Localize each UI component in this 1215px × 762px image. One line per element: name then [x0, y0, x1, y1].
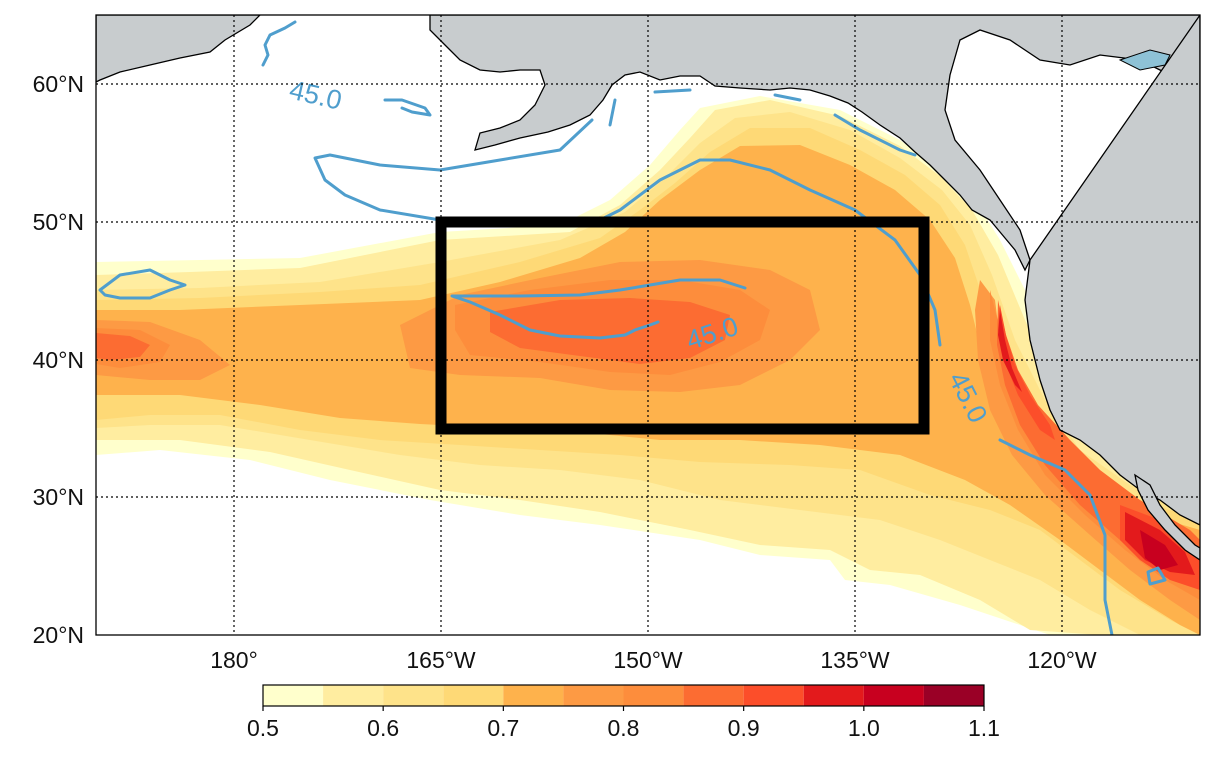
colorbar-bin — [743, 685, 804, 706]
lat-label-60: 60°N — [33, 71, 84, 97]
contour-band-0.95 — [998, 310, 1195, 575]
colorbar-bin — [623, 685, 684, 706]
lat-labels: 60°N 50°N 40°N 30°N 20°N — [33, 71, 84, 648]
colorbar-bin — [563, 685, 624, 706]
colorbar-tick-label: 0.5 — [247, 715, 279, 741]
land — [96, 15, 1200, 561]
colorbar-bin — [323, 685, 384, 706]
colorbar-tick-label: 1.1 — [968, 715, 1000, 741]
colorbar-bin — [923, 685, 984, 706]
contour-line-west-loop — [98, 268, 187, 300]
colorbar-bin — [683, 685, 744, 706]
colorbar-bin — [863, 685, 924, 706]
contour-line-north — [261, 20, 297, 67]
contour-line-bering — [773, 93, 917, 157]
lat-label-20: 20°N — [33, 622, 84, 648]
region-box — [435, 216, 930, 435]
pacific-northwest-coast — [1024, 15, 1200, 526]
contour-line-baja-loop — [1146, 566, 1167, 586]
plot-frame — [95, 14, 1201, 636]
contour-line-alaska-coast — [608, 88, 692, 127]
baja-peninsula — [1134, 473, 1200, 561]
lon-label-180: 180° — [210, 647, 258, 673]
alaska-land — [429, 15, 1200, 272]
lon-labels: 180° 165°W 150°W 135°W 120°W — [210, 647, 1097, 673]
colorbar-bin — [803, 685, 864, 706]
colorbar-tick-label: 0.9 — [728, 715, 760, 741]
colorbar-tick-label: 1.0 — [848, 715, 880, 741]
lon-label-120w: 120°W — [1027, 647, 1097, 673]
colorbar-tick-label: 0.7 — [487, 715, 519, 741]
colorbar-bin — [263, 685, 324, 706]
colorbar-bin — [443, 685, 504, 706]
contour-band-1.00 — [1140, 530, 1178, 570]
lat-label-30: 30°N — [33, 484, 84, 510]
contour-line-east — [998, 438, 1114, 635]
lat-label-50: 50°N — [33, 209, 84, 235]
lon-label-135w: 135°W — [820, 647, 890, 673]
colorbar: 0.5 0.6 0.7 0.8 0.9 1.0 1.1 — [247, 684, 1000, 741]
colorbar-tick-label: 0.8 — [608, 715, 640, 741]
lat-label-40: 40°N — [33, 347, 84, 373]
lon-label-165w: 165°W — [406, 647, 476, 673]
contour-band-0.90 — [998, 305, 1200, 590]
contour-line-inner — [450, 278, 747, 340]
colorbar-tick-label: 0.6 — [367, 715, 399, 741]
siberia-land — [96, 15, 261, 83]
lake — [1118, 49, 1171, 71]
contour-line-curl — [383, 98, 432, 117]
lon-label-150w: 150°W — [613, 647, 683, 673]
colorbar-bin — [383, 685, 444, 706]
colorbar-bin — [503, 685, 564, 706]
